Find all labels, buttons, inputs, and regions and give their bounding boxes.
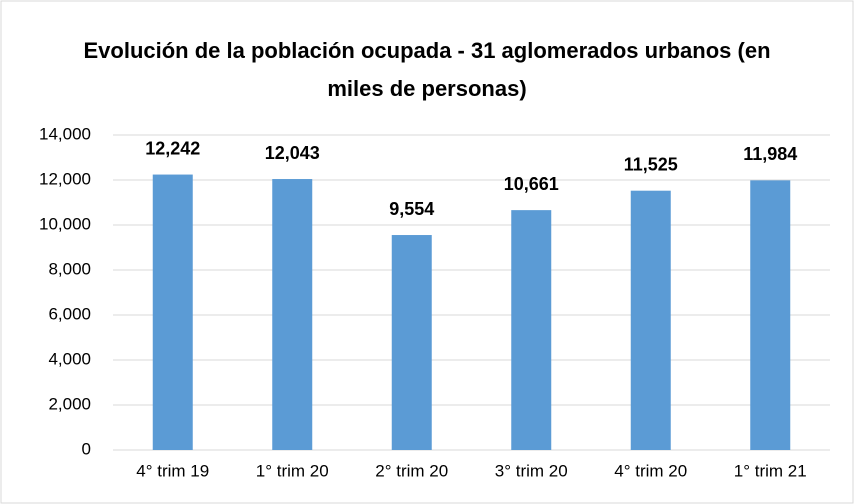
value-label: 11,525 (624, 154, 678, 174)
bar (511, 210, 552, 450)
y-tick-label: 14,000 (39, 124, 91, 143)
y-tick-label: 6,000 (48, 304, 91, 323)
value-label: 12,043 (265, 143, 320, 163)
x-tick-label: 1° trim 20 (256, 461, 329, 480)
bar (750, 180, 791, 451)
value-label: 10,661 (504, 174, 559, 194)
y-tick-label: 2,000 (48, 394, 91, 413)
y-tick-label: 8,000 (48, 259, 91, 278)
y-tick-label: 12,000 (39, 169, 91, 188)
bar (391, 235, 432, 450)
value-label: 9,554 (389, 199, 434, 219)
x-tick-label: 1° trim 21 (734, 461, 807, 480)
bar (630, 190, 671, 450)
value-label: 12,242 (145, 138, 200, 158)
bar (272, 179, 313, 450)
x-tick-label: 4° trim 19 (136, 461, 209, 480)
x-tick-label: 2° trim 20 (375, 461, 448, 480)
x-tick-label: 4° trim 20 (614, 461, 687, 480)
y-tick-label: 0 (82, 439, 91, 458)
y-tick-label: 10,000 (39, 214, 91, 233)
chart-title: Evolución de la población ocupada - 31 a… (83, 38, 771, 101)
bar (152, 174, 193, 450)
x-tick-label: 3° trim 20 (495, 461, 568, 480)
value-label: 11,984 (743, 144, 797, 164)
y-tick-label: 4,000 (48, 349, 91, 368)
